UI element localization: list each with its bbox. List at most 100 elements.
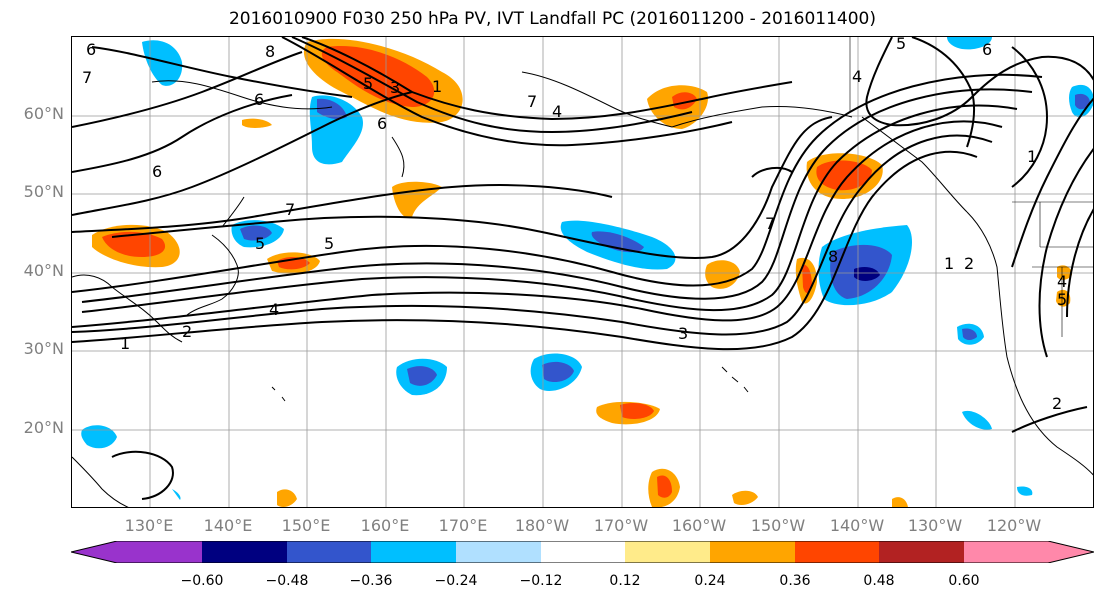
lat-label: 20°N [23, 418, 64, 437]
shade-negative-strong [317, 98, 347, 120]
colorbar-segment [371, 541, 456, 563]
contour-label: 3 [678, 324, 688, 343]
graticule [72, 37, 1093, 507]
colorbar-segment [541, 541, 625, 563]
contour-label: 4 [269, 300, 279, 319]
contour-label: 5 [363, 74, 373, 93]
colorbar-tick: −0.48 [265, 573, 309, 589]
contour-label: 7 [527, 92, 537, 111]
contour-label: 1 [432, 77, 442, 96]
shade-positive [705, 260, 740, 289]
contour-label: 6 [254, 90, 264, 109]
contour-label: 7 [765, 214, 775, 233]
contour-label: 5 [896, 37, 906, 53]
shade-negative [947, 37, 992, 50]
contour-label: 1 [120, 334, 130, 353]
colorbar-segment [879, 541, 964, 563]
colorbar-segment [710, 541, 795, 563]
colorbar-tick: 0.48 [863, 573, 895, 589]
colorbar-tick: 0.12 [609, 573, 641, 589]
lon-label: 120°W [986, 516, 1042, 535]
lon-label: 130°E [124, 516, 174, 535]
contour-label: 4 [1057, 272, 1067, 291]
shade-negative [962, 410, 992, 430]
shade-positive [277, 489, 297, 507]
map-panel: 6 7 8 6 6 7 5 4 2 1 5 5 3 1 4 7 6 3 7 8 … [71, 36, 1094, 508]
contour-label: 1 [1027, 147, 1037, 166]
contour-label: 3 [390, 78, 400, 97]
shade-negative-strong [542, 361, 574, 383]
colorbar-tick: −0.36 [349, 573, 393, 589]
shade-positive-strong [802, 264, 812, 293]
colorbar-tick: −0.60 [180, 573, 224, 589]
lon-label: 180°W [514, 516, 570, 535]
colorbar-tick: 0.24 [694, 573, 726, 589]
pv-contours [72, 37, 1093, 500]
lon-label: 170°E [438, 516, 488, 535]
shade-negative-strong [1075, 93, 1090, 110]
shade-negative-darkest [854, 267, 880, 281]
contour-label: 8 [828, 247, 838, 266]
contour-label: 5 [324, 234, 334, 253]
lon-label: 150°W [750, 516, 806, 535]
shade-negative [142, 40, 183, 86]
contour-label: 2 [182, 322, 192, 341]
lon-label: 160°E [360, 516, 410, 535]
lon-label: 160°W [671, 516, 727, 535]
shade-positive-strong [672, 92, 697, 110]
contour-label: 6 [377, 114, 387, 133]
colorbar-tick: −0.12 [519, 573, 563, 589]
shade-positive-strong [321, 46, 435, 107]
colorbar-segment [202, 541, 287, 563]
lon-label: 140°W [829, 516, 885, 535]
contour-labels: 6 7 8 6 6 7 5 4 2 1 5 5 3 1 4 7 6 3 7 8 … [82, 37, 1067, 413]
contour-label: 5 [255, 234, 265, 253]
contour-label: 6 [152, 162, 162, 181]
contour-label: 7 [82, 68, 92, 87]
colorbar [71, 541, 1094, 563]
colorbar-segment [625, 541, 710, 563]
colorbar-segment [71, 541, 202, 563]
shade-negative [1017, 486, 1033, 496]
shade-positive [892, 497, 908, 507]
shade-negative-strong [591, 231, 644, 253]
colorbar-tick: 0.36 [779, 573, 811, 589]
lon-label: 150°E [281, 516, 331, 535]
colorbar-segment [456, 541, 541, 563]
shade-negative-strong [407, 366, 437, 386]
shade-positive [392, 181, 442, 218]
contour-label: 6 [982, 40, 992, 59]
map-canvas: 6 7 8 6 6 7 5 4 2 1 5 5 3 1 4 7 6 3 7 8 … [72, 37, 1093, 507]
contour-label: 7 [285, 200, 295, 219]
shade-negative [81, 425, 117, 449]
chart-title: 2016010900 F030 250 hPa PV, IVT Landfall… [228, 9, 876, 29]
shade-positive [242, 118, 272, 128]
contour-label: 5 [1057, 290, 1067, 309]
contour-label: 2 [964, 254, 974, 273]
contour-label: 2 [1052, 394, 1062, 413]
colorbar-tick: −0.24 [434, 573, 478, 589]
contour-label: 8 [265, 42, 275, 61]
colorbar-segment [795, 541, 879, 563]
lon-label: 130°W [907, 516, 963, 535]
contour-label: 1 [944, 254, 954, 273]
lat-label: 40°N [23, 261, 64, 280]
shade-negative [172, 489, 181, 500]
colorbar-tick: 0.60 [948, 573, 980, 589]
lat-label: 50°N [23, 182, 64, 201]
lon-label: 140°E [203, 516, 253, 535]
shade-positive-strong [102, 231, 166, 257]
contour-label: 6 [86, 40, 96, 59]
lat-label: 30°N [23, 339, 64, 358]
shade-positive-strong [620, 403, 654, 419]
shade-negative-strong [240, 225, 272, 241]
contour-label: 4 [852, 67, 862, 86]
shade-positive [732, 490, 758, 505]
colorbar-segment [964, 541, 1094, 563]
lon-label: 170°W [593, 516, 649, 535]
contour-label: 4 [552, 102, 562, 121]
lat-label: 60°N [23, 104, 64, 123]
shading-layer [81, 37, 1093, 507]
colorbar-segment [287, 541, 371, 563]
shade-positive-strong [657, 475, 672, 498]
